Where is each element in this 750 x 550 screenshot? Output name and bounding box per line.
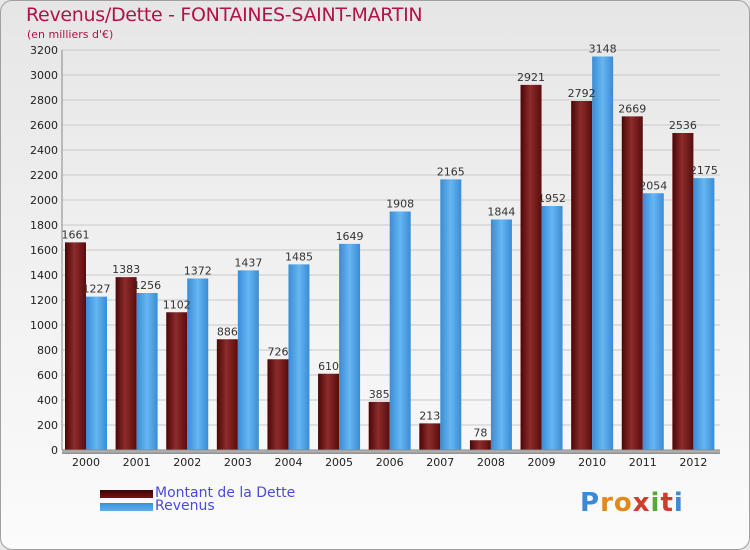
y-tick-label: 3200 — [30, 44, 58, 57]
logo-letter: i — [650, 488, 661, 518]
bar-revenus-2000 — [86, 296, 107, 450]
x-tick-label-2009: 2009 — [528, 456, 556, 469]
y-tick-label: 1600 — [30, 244, 58, 257]
bar-dette-2010 — [571, 101, 593, 450]
logo-letter: r — [600, 488, 614, 518]
data-label-revenus-2008: 1844 — [487, 206, 515, 219]
bar-dette-2008 — [469, 440, 491, 450]
x-tick-label-2011: 2011 — [629, 456, 657, 469]
bar-dette-2005 — [318, 373, 340, 450]
bar-revenus-2009 — [541, 206, 563, 450]
bar-revenus-2005 — [339, 243, 361, 450]
x-tick-label-2002: 2002 — [173, 456, 201, 469]
y-tick-label: 2800 — [30, 94, 58, 107]
bar-dette-2007 — [419, 423, 441, 450]
data-label-dette-2010: 2792 — [568, 87, 596, 100]
x-tick-label-2008: 2008 — [477, 456, 505, 469]
y-tick-label: 200 — [37, 419, 58, 432]
logo-letter: x — [632, 488, 651, 518]
chart-subtitle: (en milliers d'€) — [27, 28, 114, 41]
data-label-dette-2009: 2921 — [517, 71, 545, 84]
legend-swatch-revenus — [100, 503, 153, 511]
chart-base — [62, 450, 720, 454]
data-label-revenus-2001: 1256 — [133, 279, 161, 292]
logo-letter: t — [660, 488, 674, 518]
bar-dette-2001 — [115, 277, 137, 450]
y-tick-label: 2000 — [30, 194, 58, 207]
y-tick-label: 600 — [37, 369, 58, 382]
data-label-dette-2012: 2536 — [669, 119, 697, 132]
data-label-revenus-2005: 1649 — [336, 230, 364, 243]
x-tick-label-2004: 2004 — [274, 456, 302, 469]
data-label-dette-2003: 886 — [217, 325, 238, 338]
x-tick-label-2010: 2010 — [578, 456, 606, 469]
data-label-dette-2006: 385 — [369, 388, 390, 401]
y-tick-label: 0 — [51, 444, 58, 457]
x-tick-label-2003: 2003 — [224, 456, 252, 469]
y-tick-label: 800 — [37, 344, 58, 357]
legend-swatch-debt — [100, 490, 153, 498]
chart-title: Revenus/Dette - FONTAINES-SAINT-MARTIN — [26, 4, 423, 26]
data-label-dette-2011: 2669 — [618, 102, 646, 115]
y-tick-label: 3000 — [30, 69, 58, 82]
logo-letter: P — [580, 488, 601, 518]
x-tick-label-2005: 2005 — [325, 456, 353, 469]
bar-revenus-2012 — [693, 178, 715, 450]
data-label-dette-2004: 726 — [267, 345, 288, 358]
y-tick-label: 1000 — [30, 319, 58, 332]
data-label-revenus-2002: 1372 — [184, 265, 212, 278]
bar-dette-2004 — [267, 359, 289, 450]
x-tick-label-2007: 2007 — [426, 456, 454, 469]
data-label-revenus-2010: 3148 — [589, 43, 617, 56]
y-tick-label: 2400 — [30, 144, 58, 157]
bar-dette-2002 — [166, 312, 188, 450]
bar-dette-2009 — [520, 84, 542, 450]
logo-letter: o — [613, 488, 633, 518]
data-label-revenus-2000: 1227 — [83, 283, 111, 296]
bar-revenus-2004 — [288, 264, 310, 450]
proxiti-logo: Proxiti — [580, 488, 684, 518]
x-tick-label-2000: 2000 — [72, 456, 100, 469]
data-label-revenus-2003: 1437 — [234, 256, 262, 269]
bar-dette-2000 — [65, 242, 86, 450]
x-tick-label-2006: 2006 — [376, 456, 404, 469]
data-label-revenus-2009: 1952 — [538, 192, 566, 205]
x-tick-label-2001: 2001 — [123, 456, 151, 469]
data-label-revenus-2007: 2165 — [437, 165, 465, 178]
bar-revenus-2011 — [642, 193, 664, 450]
y-tick-label: 400 — [37, 394, 58, 407]
data-label-dette-2007: 213 — [419, 409, 440, 422]
y-tick-label: 1200 — [30, 294, 58, 307]
y-tick-label: 2200 — [30, 169, 58, 182]
bar-revenus-2003 — [237, 270, 259, 450]
bar-revenus-2010 — [592, 56, 614, 450]
data-label-revenus-2006: 1908 — [386, 198, 414, 211]
bar-dette-2011 — [621, 116, 643, 450]
bar-revenus-2006 — [389, 211, 411, 450]
bar-revenus-2007 — [440, 179, 462, 450]
bar-dette-2006 — [368, 401, 390, 450]
y-tick-label: 2600 — [30, 119, 58, 132]
data-label-revenus-2011: 2054 — [639, 179, 667, 192]
y-tick-label: 1400 — [30, 269, 58, 282]
bar-revenus-2002 — [187, 278, 209, 450]
y-tick-label: 1800 — [30, 219, 58, 232]
data-label-dette-2008: 78 — [473, 426, 487, 439]
x-tick-label-2012: 2012 — [679, 456, 707, 469]
data-label-dette-2002: 1102 — [163, 298, 191, 311]
legend-label-debt: Montant de la Dette — [155, 485, 296, 501]
data-label-dette-2001: 1383 — [112, 263, 140, 276]
data-label-dette-2005: 610 — [318, 360, 339, 373]
bar-dette-2003 — [216, 339, 238, 450]
logo-letter: i — [673, 488, 684, 518]
legend-label-revenus: Revenus — [155, 498, 215, 514]
data-label-revenus-2004: 1485 — [285, 250, 313, 263]
bar-revenus-2001 — [136, 293, 158, 450]
data-label-revenus-2012: 2175 — [690, 164, 718, 177]
bar-dette-2012 — [672, 133, 694, 450]
data-label-dette-2000: 1661 — [62, 228, 90, 241]
bar-revenus-2008 — [490, 219, 512, 450]
